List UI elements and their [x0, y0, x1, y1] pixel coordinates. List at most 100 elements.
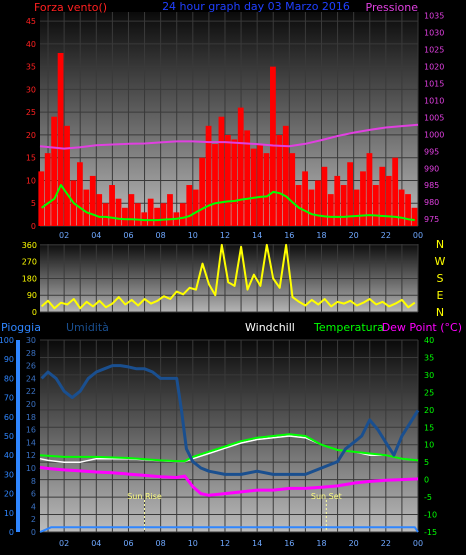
pressure-y-tick-label: 980 — [424, 198, 439, 207]
x-tick-label: 02 — [59, 231, 69, 240]
dew-point-line — [39, 465, 419, 497]
wind-bar — [89, 175, 96, 226]
direction-y-tick-label: 360 — [22, 241, 37, 250]
wind-axes: 0510152025303540459759809859909951000100… — [26, 11, 445, 240]
x-tick-label: 02 — [59, 539, 69, 548]
wind-bar — [83, 189, 90, 226]
wind-y-tick-label: 45 — [26, 17, 36, 26]
wind-bar — [405, 194, 411, 226]
wind-bar — [51, 116, 58, 226]
wind-bar — [302, 171, 308, 226]
wind-bar — [134, 203, 141, 226]
humidity-y-tick-label: 4 — [31, 502, 36, 511]
wind-bar — [96, 194, 103, 226]
pressure-y-tick-label: 990 — [424, 164, 439, 173]
wind-bar — [76, 162, 83, 226]
direction-y-tick-label: 180 — [22, 274, 37, 283]
wind-bar — [237, 107, 244, 226]
wind-bar — [115, 198, 122, 226]
wind-y-tick-label: 35 — [26, 63, 36, 72]
x-tick-label: 22 — [381, 231, 391, 240]
temperature-panel: Sun Rise Sun Set -15-10-50510152025303540… — [0, 321, 462, 548]
wind-bar — [44, 153, 51, 226]
wind-bar — [385, 175, 392, 226]
wind-bar — [347, 162, 354, 226]
wind-bar — [212, 144, 218, 226]
wind-right-title: Pressione — [366, 1, 419, 14]
wind-bar — [250, 148, 257, 226]
wind-bar — [411, 207, 418, 226]
wind-bar — [231, 139, 238, 226]
wind-bar — [122, 207, 128, 226]
wind-panel: 0510152025303540459759809859909951000100… — [26, 0, 445, 240]
temperature-y-tick-label: 25 — [424, 388, 434, 397]
temperature-y-tick-label: 0 — [424, 476, 429, 485]
wind-bar — [360, 171, 366, 226]
wind-bar — [340, 185, 347, 226]
wind-bar — [315, 180, 321, 226]
humidity-y-tick-label: 6 — [31, 490, 36, 499]
temperature-y-tick-label: -15 — [424, 528, 437, 537]
temperature-y-tick-label: 40 — [424, 336, 434, 345]
humidity-y-tick-label: 8 — [31, 477, 36, 486]
wind-bar — [282, 125, 289, 226]
wind-bar — [334, 175, 341, 226]
wind-bar — [398, 189, 405, 226]
wind-bar — [276, 134, 283, 226]
wind-bar — [147, 198, 154, 226]
legend-temperatura: Temperatura — [313, 321, 384, 334]
x-tick-label: 06 — [123, 231, 133, 240]
humidity-axis-title: Umidità — [66, 321, 109, 334]
pressure-y-tick-label: 1025 — [424, 45, 444, 54]
wind-bar — [263, 153, 270, 226]
temperature-grid — [40, 339, 419, 533]
pressure-line — [39, 123, 419, 150]
pressure-y-tick-label: 1030 — [424, 28, 444, 37]
rain-line — [39, 526, 419, 533]
x-tick-label: 22 — [381, 539, 391, 548]
x-tick-label: 14 — [252, 539, 262, 548]
direction-line — [40, 243, 416, 310]
temperature-y-tick-label: 15 — [424, 423, 434, 432]
wind-bar — [295, 185, 302, 226]
x-tick-label: 08 — [156, 539, 166, 548]
wind-bar — [257, 144, 263, 226]
wind-bar — [392, 157, 399, 226]
direction-y-tick-label: 270 — [22, 258, 37, 267]
wind-bar — [167, 194, 173, 226]
legend-dew-point: Dew Point (°C) — [382, 321, 462, 334]
x-tick-label: 16 — [284, 231, 294, 240]
wind-y-tick-label: 20 — [26, 131, 36, 140]
wind-y-tick-label: 30 — [26, 85, 36, 94]
wind-bar — [308, 189, 315, 226]
rain-axis-title: Pioggia — [1, 321, 41, 334]
humidity-y-tick-label: 2 — [31, 515, 36, 524]
wind-series — [38, 52, 419, 226]
pressure-y-tick-label: 995 — [424, 147, 439, 156]
temperature-y-tick-label: 10 — [424, 441, 434, 450]
x-tick-label: 14 — [252, 231, 262, 240]
pressure-y-tick-label: 1020 — [424, 62, 444, 71]
wind-bar — [379, 166, 386, 226]
humidity-y-tick-label: 24 — [26, 374, 36, 383]
direction-y-tick-label: 0 — [32, 308, 37, 317]
pressure-y-tick-label: 1005 — [424, 113, 444, 122]
wind-bar — [102, 203, 109, 226]
wind-bar — [366, 153, 373, 226]
temperature-y-tick-label: -10 — [424, 511, 437, 520]
wind-bar — [64, 125, 70, 226]
rain-y-tick-label: 100 — [0, 336, 14, 345]
x-tick-label: 08 — [156, 231, 166, 240]
sun-marker-label: Sun Set — [311, 492, 342, 501]
humidity-y-tick-label: 30 — [26, 336, 36, 345]
direction-series — [40, 243, 416, 310]
x-tick-label: 12 — [220, 539, 230, 548]
wind-y-tick-label: 25 — [26, 108, 36, 117]
temperature-y-tick-label: 35 — [424, 353, 434, 362]
x-tick-label: 04 — [91, 231, 101, 240]
rain-y-tick-label: 90 — [4, 355, 14, 364]
x-tick-label: 16 — [284, 539, 294, 548]
x-tick-label: 12 — [220, 231, 230, 240]
